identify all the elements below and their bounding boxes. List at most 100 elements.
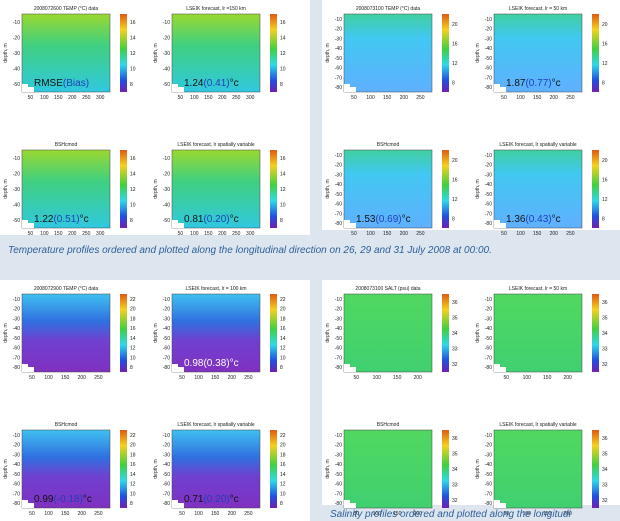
heatmap — [21, 149, 111, 229]
y-tick-label: -50 — [485, 56, 492, 62]
heatmap — [493, 13, 583, 93]
x-tick-label: 50 — [353, 375, 359, 381]
x-tick-label: 150 — [393, 375, 402, 381]
y-tick-label: -20 — [485, 443, 492, 449]
colorbar-tick-label: 10 — [130, 355, 136, 361]
colorbar-tick-label: 8 — [130, 365, 133, 371]
rmse: 0.81 — [184, 214, 204, 225]
y-tick-label: -70 — [13, 491, 20, 497]
y-tick-label: -60 — [163, 482, 170, 488]
y-tick-label: -40 — [485, 182, 492, 188]
x-tick-label: 150 — [211, 375, 220, 381]
y-axis-label: depth, m — [475, 179, 481, 198]
y-tick-label: -20 — [163, 35, 170, 41]
y-axis-label: depth, m — [3, 43, 9, 62]
land-mask — [494, 500, 506, 508]
unit: °c — [552, 214, 561, 225]
colorbar-tick-label: 32 — [452, 498, 458, 504]
x-tick-label: 50 — [179, 511, 185, 517]
colorbar-tick-label: 10 — [280, 203, 286, 209]
bias: (0.20) — [203, 494, 229, 505]
y-tick-label: -10 — [485, 17, 492, 23]
y-tick-label: -80 — [485, 221, 492, 227]
x-tick-label: 50 — [29, 375, 35, 381]
heatmap — [343, 429, 433, 509]
y-tick-label: -30 — [335, 36, 342, 42]
panel-title: BSHcmod — [377, 142, 400, 148]
colorbar-tick-label: 8 — [130, 82, 133, 88]
y-tick-label: -30 — [163, 187, 170, 193]
y-tick-label: -10 — [485, 433, 492, 439]
y-tick-label: -10 — [163, 156, 170, 162]
y-tick-label: -70 — [485, 491, 492, 497]
x-tick-label: 50 — [351, 231, 357, 237]
colorbar-tick-label: 16 — [280, 462, 286, 468]
y-tick-label: -20 — [13, 307, 20, 313]
heatmap — [493, 293, 583, 373]
y-axis-label: depth, m — [153, 179, 159, 198]
colorbar — [120, 430, 127, 508]
error-note: 1.24(0.41)°c — [184, 78, 239, 89]
colorbar — [592, 294, 599, 372]
rmse: 1.87 — [506, 78, 526, 89]
y-tick-label: -20 — [485, 307, 492, 313]
panel-title: 2008073100 SALT (psu) data — [355, 286, 420, 292]
x-tick-label: 150 — [211, 511, 220, 517]
x-tick-label: 150 — [543, 375, 552, 381]
unit: °c — [552, 78, 561, 89]
land-mask — [344, 364, 356, 372]
y-tick-label: -10 — [335, 153, 342, 159]
panel-title: BSHcmod — [377, 422, 400, 428]
land-mask — [172, 364, 184, 372]
y-tick-label: -30 — [485, 452, 492, 458]
heatmap — [171, 149, 261, 229]
colorbar-tick-label: 20 — [602, 158, 608, 164]
y-tick-label: -30 — [163, 316, 170, 322]
colorbar-tick-label: 18 — [130, 452, 136, 458]
y-tick-label: -80 — [335, 365, 342, 371]
land-mask — [344, 84, 356, 92]
y-tick-label: -50 — [163, 218, 170, 224]
colorbar-tick-label: 12 — [130, 51, 136, 57]
unit: °c — [80, 214, 89, 225]
colorbar-tick-label: 8 — [280, 82, 283, 88]
colorbar-tick-label: 12 — [280, 187, 286, 193]
panel-title: LSEIK forecast, lr =150 km — [186, 6, 246, 12]
y-axis-label: depth, m — [325, 43, 331, 62]
y-tick-label: -10 — [335, 297, 342, 303]
x-tick-label: 150 — [61, 511, 70, 517]
y-tick-label: -60 — [335, 202, 342, 208]
bias: (0.43) — [525, 214, 551, 225]
y-tick-label: -50 — [335, 472, 342, 478]
colorbar-tick-label: 12 — [130, 482, 136, 488]
colorbar-tick-label: 33 — [602, 347, 608, 353]
x-tick-label: 200 — [414, 375, 423, 381]
rmse: 0.99 — [34, 494, 54, 505]
x-tick-label: 100 — [194, 511, 203, 517]
colorbar-tick-label: 12 — [452, 61, 458, 67]
colorbar-tick-label: 22 — [130, 297, 136, 303]
x-tick-label: 250 — [416, 231, 425, 237]
x-tick-label: 150 — [61, 375, 70, 381]
colorbar-tick-label: 34 — [602, 331, 608, 337]
y-tick-label: -70 — [485, 355, 492, 361]
y-axis-label: depth, m — [475, 459, 481, 478]
caption: Salinity profiles ordered and plotted al… — [330, 509, 571, 520]
x-tick-label: 200 — [564, 511, 573, 517]
colorbar-tick-label: 14 — [130, 336, 136, 342]
x-tick-label: 100 — [523, 375, 532, 381]
y-tick-label: -20 — [485, 163, 492, 169]
y-tick-label: -10 — [485, 153, 492, 159]
x-tick-label: 150 — [54, 95, 63, 101]
x-tick-label: 100 — [523, 511, 532, 517]
colorbar-tick-label: 10 — [280, 355, 286, 361]
colorbar-tick-label: 20 — [452, 158, 458, 164]
y-tick-label: -30 — [485, 316, 492, 322]
x-tick-label: 100 — [373, 375, 382, 381]
bias: (0.20) — [203, 214, 229, 225]
x-tick-label: 100 — [40, 231, 49, 237]
colorbar-tick-label: 10 — [280, 491, 286, 497]
colorbar — [592, 430, 599, 508]
colorbar-tick-label: 8 — [130, 501, 133, 507]
x-tick-label: 100 — [44, 511, 53, 517]
